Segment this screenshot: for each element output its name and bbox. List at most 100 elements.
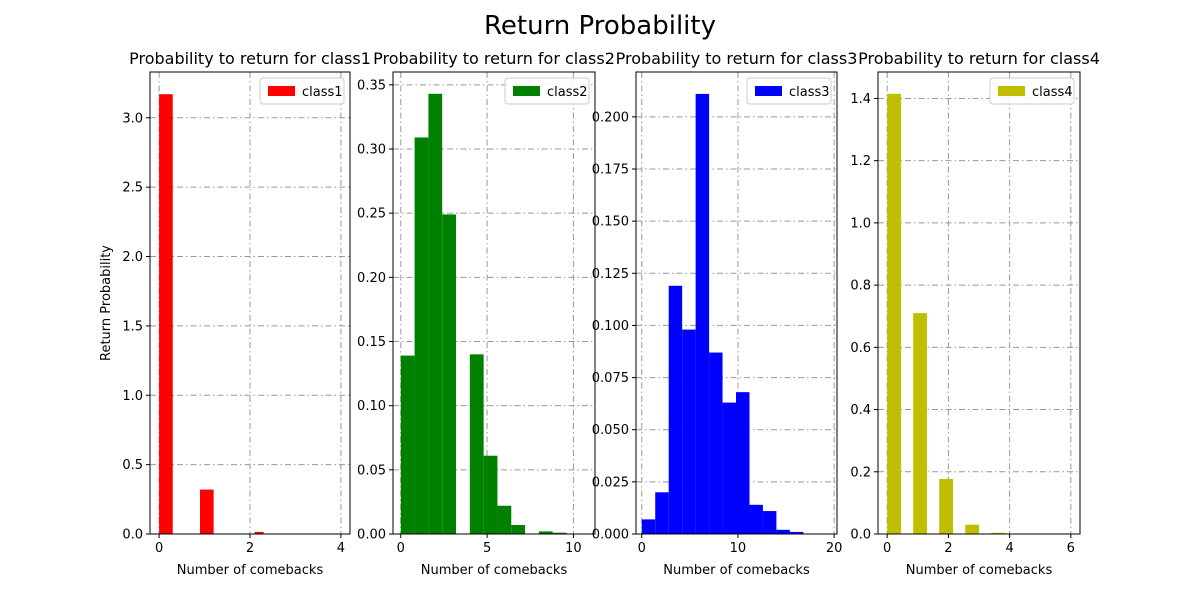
bar xyxy=(511,525,526,534)
bar xyxy=(722,402,737,534)
y-tick-label: 0.10 xyxy=(357,399,386,414)
bar xyxy=(709,352,723,534)
legend-swatch xyxy=(998,86,1025,96)
bar xyxy=(497,505,512,534)
x-tick-label: 0 xyxy=(397,541,405,556)
bar xyxy=(965,524,979,534)
bar xyxy=(400,355,415,534)
y-tick-label: 2.0 xyxy=(122,250,143,265)
bar xyxy=(789,531,804,534)
x-tick-label: 4 xyxy=(337,541,345,556)
y-tick-label: 0.15 xyxy=(357,335,386,350)
x-axis-label: Number of comebacks xyxy=(177,563,324,578)
legend: class1 xyxy=(259,77,345,105)
panel-title: Probability to return for class4 xyxy=(858,49,1100,68)
plot-area xyxy=(393,72,595,534)
y-tick-label: 0.025 xyxy=(592,475,629,490)
bar xyxy=(991,532,1006,534)
legend-swatch xyxy=(268,86,295,96)
legend: class4 xyxy=(989,77,1075,105)
y-tick-label: 0.8 xyxy=(850,279,871,294)
panel-title: Probability to return for class2 xyxy=(373,49,615,68)
y-tick-label: 1.0 xyxy=(122,389,143,404)
legend-swatch xyxy=(755,86,782,96)
panel-4: 0 2 4 6 0.0 0.2 0.4 0.6 0.8 1.0 1.2 1.4 Number of co… xyxy=(850,49,1100,578)
y-tick-label: 0.150 xyxy=(592,215,629,230)
y-tick-label: 0.0 xyxy=(122,528,143,543)
y-tick-label: 3.0 xyxy=(122,111,143,126)
figure-title: Return Probability xyxy=(484,11,716,41)
x-tick-label: 2 xyxy=(944,541,952,556)
plot-area xyxy=(150,72,350,534)
bar xyxy=(428,93,443,534)
y-tick-label: 2.5 xyxy=(122,181,143,196)
bar xyxy=(668,285,683,534)
y-tick-label: 1.4 xyxy=(850,92,871,107)
y-tick-label: 0.125 xyxy=(592,267,629,282)
bar xyxy=(682,329,696,534)
legend-swatch xyxy=(513,86,540,96)
x-tick-label: 10 xyxy=(565,541,582,556)
y-tick-label: 0.5 xyxy=(122,458,143,473)
bar xyxy=(254,531,264,534)
panel-3: 0 10 20 0.000 0.025 0.050 0.075 0.100 0.125 0.150… xyxy=(592,49,858,578)
legend-label: class3 xyxy=(789,85,830,100)
panel-2: 0 5 10 0.00 0.05 0.10 0.15 0.20 0.25 0.30 0.35 Numb… xyxy=(357,49,615,578)
legend-label: class1 xyxy=(302,85,343,100)
legend-box xyxy=(746,77,832,105)
y-tick-label: 0.175 xyxy=(592,162,629,177)
y-tick-label: 0.35 xyxy=(357,78,386,93)
bar xyxy=(695,93,710,534)
bar xyxy=(200,489,214,534)
x-tick-label: 0 xyxy=(155,541,163,556)
bar xyxy=(776,529,790,534)
legend-box xyxy=(259,77,345,105)
bar xyxy=(552,532,567,534)
plot-area xyxy=(636,72,837,534)
bar xyxy=(469,354,484,534)
y-tick-label: 0.6 xyxy=(850,341,871,356)
bar xyxy=(483,455,498,534)
legend-label: class2 xyxy=(547,85,588,100)
y-tick-label: 0.00 xyxy=(357,528,386,543)
y-tick-label: 0.2 xyxy=(850,465,871,480)
x-tick-label: 10 xyxy=(730,541,747,556)
y-tick-label: 0.075 xyxy=(592,371,629,386)
x-axis-label: Number of comebacks xyxy=(421,563,568,578)
y-tick-label: 0.20 xyxy=(357,271,386,286)
x-axis-label: Number of comebacks xyxy=(663,563,810,578)
legend-box xyxy=(504,77,590,105)
axes-frame xyxy=(635,71,838,535)
bar xyxy=(538,531,553,534)
bar xyxy=(939,478,953,534)
y-tick-label: 0.0 xyxy=(850,528,871,543)
y-tick-label: 0.30 xyxy=(357,143,386,158)
x-tick-label: 5 xyxy=(483,541,491,556)
legend: class3 xyxy=(746,77,832,105)
y-tick-label: 1.5 xyxy=(122,319,143,334)
x-tick-label: 0 xyxy=(883,541,891,556)
y-tick-label: 0.05 xyxy=(357,463,386,478)
panel-title: Probability to return for class3 xyxy=(616,49,858,68)
x-axis-label: Number of comebacks xyxy=(906,563,1053,578)
plot-area xyxy=(878,72,1080,534)
axes-frame xyxy=(392,71,596,535)
panel-title: Probability to return for class1 xyxy=(129,49,371,68)
y-tick-label: 0.050 xyxy=(592,423,629,438)
bar xyxy=(655,492,669,534)
y-tick-label: 0.000 xyxy=(592,528,629,543)
y-tick-label: 0.100 xyxy=(592,319,629,334)
y-tick-label: 1.2 xyxy=(850,154,871,169)
y-tick-label: 0.4 xyxy=(850,403,871,418)
bar xyxy=(887,93,901,534)
x-tick-label: 20 xyxy=(826,541,843,556)
x-tick-label: 2 xyxy=(246,541,254,556)
axes-frame xyxy=(877,71,1081,535)
bar xyxy=(736,392,750,534)
y-axis-label: Return Probability xyxy=(99,245,114,361)
bar xyxy=(641,519,656,534)
bar xyxy=(913,313,927,534)
bar xyxy=(442,214,457,534)
bar xyxy=(762,511,777,534)
